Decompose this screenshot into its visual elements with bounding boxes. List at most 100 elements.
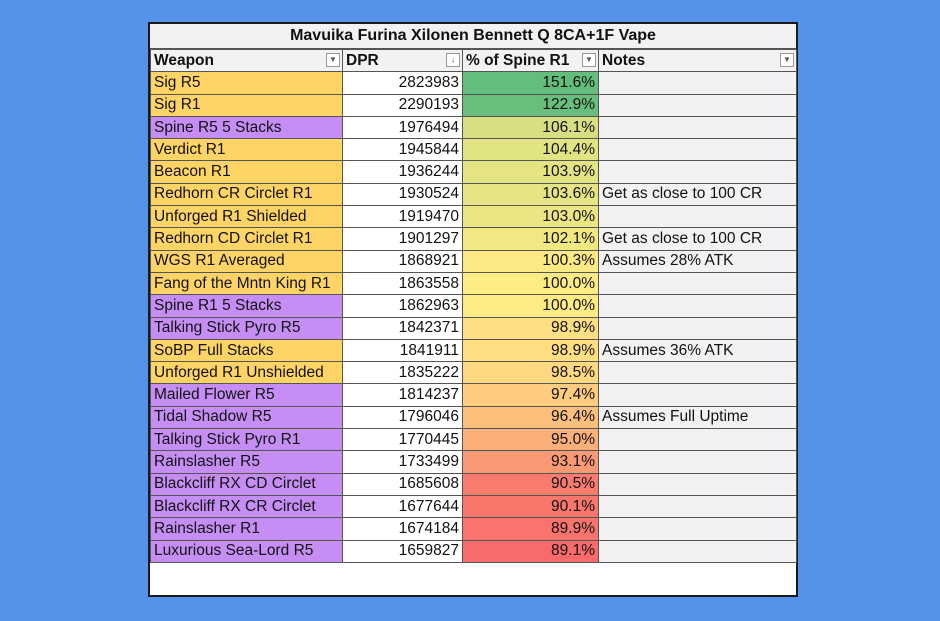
dpr-cell[interactable]: 1919470 <box>342 205 463 229</box>
dpr-cell[interactable]: 1863558 <box>342 271 463 296</box>
weapon-cell[interactable]: Talking Stick Pyro R1 <box>150 428 343 452</box>
pct-cell[interactable]: 89.9% <box>462 517 599 541</box>
notes-cell[interactable] <box>598 539 797 563</box>
pct-cell[interactable]: 89.1% <box>462 539 599 563</box>
weapon-cell[interactable]: Spine R5 5 Stacks <box>150 115 343 140</box>
weapon-cell[interactable]: Redhorn CR Circlet R1 <box>150 182 343 207</box>
dpr-cell[interactable]: 1677644 <box>342 494 463 519</box>
weapon-cell[interactable]: Unforged R1 Shielded <box>150 205 343 229</box>
pct-cell[interactable]: 96.4% <box>462 405 599 430</box>
dpr-cell[interactable]: 1685608 <box>342 472 463 496</box>
notes-cell[interactable]: Assumes Full Uptime <box>598 405 797 430</box>
dpr-cell[interactable]: 2290193 <box>342 93 463 117</box>
weapon-cell[interactable]: Verdict R1 <box>150 138 343 162</box>
weapon-cell[interactable]: Rainslasher R1 <box>150 517 343 541</box>
dpr-cell[interactable]: 1841911 <box>342 338 463 363</box>
pct-cell[interactable]: 100.0% <box>462 294 599 318</box>
weapon-cell[interactable]: Mailed Flower R5 <box>150 383 343 407</box>
dpr-cell[interactable]: 1814237 <box>342 383 463 407</box>
weapon-cell[interactable]: Rainslasher R5 <box>150 450 343 474</box>
weapon-cell[interactable]: WGS R1 Averaged <box>150 249 343 273</box>
header-pct: % of Spine R1 ▼ <box>462 48 599 73</box>
pct-cell[interactable]: 103.0% <box>462 205 599 229</box>
dpr-cell[interactable]: 1901297 <box>342 227 463 251</box>
pct-cell[interactable]: 95.0% <box>462 428 599 452</box>
dpr-cell[interactable]: 1733499 <box>342 450 463 474</box>
dpr-cell[interactable]: 1659827 <box>342 539 463 563</box>
dpr-cell[interactable]: 1796046 <box>342 405 463 430</box>
pct-cell[interactable]: 90.1% <box>462 494 599 519</box>
table-row: Beacon R1 1936244 103.9% <box>150 160 797 184</box>
dpr-cell[interactable]: 1862963 <box>342 294 463 318</box>
notes-cell[interactable] <box>598 450 797 474</box>
notes-cell[interactable] <box>598 205 797 229</box>
notes-cell[interactable] <box>598 294 797 318</box>
weapon-cell[interactable]: SoBP Full Stacks <box>150 338 343 363</box>
pct-cell[interactable]: 103.9% <box>462 160 599 184</box>
weapon-cell[interactable]: Spine R1 5 Stacks <box>150 294 343 318</box>
weapon-cell[interactable]: Sig R1 <box>150 93 343 117</box>
pct-cell[interactable]: 151.6% <box>462 71 599 95</box>
spreadsheet: Mavuika Furina Xilonen Bennett Q 8CA+1F … <box>148 22 798 597</box>
table-row: Spine R5 5 Stacks 1976494 106.1% <box>150 115 797 140</box>
notes-cell[interactable]: Assumes 36% ATK <box>598 338 797 363</box>
dpr-cell[interactable]: 1868921 <box>342 249 463 273</box>
notes-cell[interactable] <box>598 138 797 162</box>
pct-cell[interactable]: 100.0% <box>462 271 599 296</box>
weapon-cell[interactable]: Redhorn CD Circlet R1 <box>150 227 343 251</box>
notes-cell[interactable] <box>598 316 797 340</box>
table-row: Talking Stick Pyro R1 1770445 95.0% <box>150 428 797 452</box>
weapon-cell[interactable]: Unforged R1 Unshielded <box>150 361 343 385</box>
dpr-cell[interactable]: 1835222 <box>342 361 463 385</box>
notes-cell[interactable] <box>598 361 797 385</box>
pct-cell[interactable]: 102.1% <box>462 227 599 251</box>
notes-cell[interactable]: Assumes 28% ATK <box>598 249 797 273</box>
weapon-cell[interactable]: Fang of the Mntn King R1 <box>150 271 343 296</box>
pct-cell[interactable]: 103.6% <box>462 182 599 207</box>
pct-cell[interactable]: 98.9% <box>462 316 599 340</box>
pct-cell[interactable]: 106.1% <box>462 115 599 140</box>
notes-cell[interactable] <box>598 271 797 296</box>
dpr-cell[interactable]: 1770445 <box>342 428 463 452</box>
table-row: Unforged R1 Shielded 1919470 103.0% <box>150 205 797 229</box>
notes-cell[interactable] <box>598 494 797 519</box>
filter-dropdown-icon[interactable]: ▼ <box>582 53 596 67</box>
pct-cell[interactable]: 98.5% <box>462 361 599 385</box>
notes-cell[interactable] <box>598 93 797 117</box>
dpr-cell[interactable]: 1842371 <box>342 316 463 340</box>
dpr-cell[interactable]: 1930524 <box>342 182 463 207</box>
weapon-cell[interactable]: Tidal Shadow R5 <box>150 405 343 430</box>
notes-cell[interactable] <box>598 71 797 95</box>
pct-cell[interactable]: 122.9% <box>462 93 599 117</box>
pct-cell[interactable]: 98.9% <box>462 338 599 363</box>
filter-dropdown-icon[interactable]: ▼ <box>780 53 794 67</box>
dpr-cell[interactable]: 2823983 <box>342 71 463 95</box>
dpr-cell[interactable]: 1945844 <box>342 138 463 162</box>
notes-cell[interactable] <box>598 160 797 184</box>
table-row: Rainslasher R5 1733499 93.1% <box>150 450 797 474</box>
notes-cell[interactable] <box>598 517 797 541</box>
weapon-cell[interactable]: Blackcliff RX CD Circlet <box>150 472 343 496</box>
weapon-cell[interactable]: Blackcliff RX CR Circlet <box>150 494 343 519</box>
filter-dropdown-icon[interactable]: ▼ <box>326 53 340 67</box>
pct-cell[interactable]: 93.1% <box>462 450 599 474</box>
weapon-cell[interactable]: Beacon R1 <box>150 160 343 184</box>
sort-descending-icon[interactable]: ↓ <box>446 53 460 67</box>
dpr-cell[interactable]: 1936244 <box>342 160 463 184</box>
table-row: Rainslasher R1 1674184 89.9% <box>150 517 797 541</box>
pct-cell[interactable]: 104.4% <box>462 138 599 162</box>
pct-cell[interactable]: 100.3% <box>462 249 599 273</box>
notes-cell[interactable]: Get as close to 100 CR <box>598 227 797 251</box>
notes-cell[interactable]: Get as close to 100 CR <box>598 182 797 207</box>
pct-cell[interactable]: 97.4% <box>462 383 599 407</box>
weapon-cell[interactable]: Sig R5 <box>150 71 343 95</box>
notes-cell[interactable] <box>598 428 797 452</box>
dpr-cell[interactable]: 1976494 <box>342 115 463 140</box>
weapon-cell[interactable]: Talking Stick Pyro R5 <box>150 316 343 340</box>
dpr-cell[interactable]: 1674184 <box>342 517 463 541</box>
weapon-cell[interactable]: Luxurious Sea-Lord R5 <box>150 539 343 563</box>
notes-cell[interactable] <box>598 383 797 407</box>
pct-cell[interactable]: 90.5% <box>462 472 599 496</box>
notes-cell[interactable] <box>598 115 797 140</box>
notes-cell[interactable] <box>598 472 797 496</box>
